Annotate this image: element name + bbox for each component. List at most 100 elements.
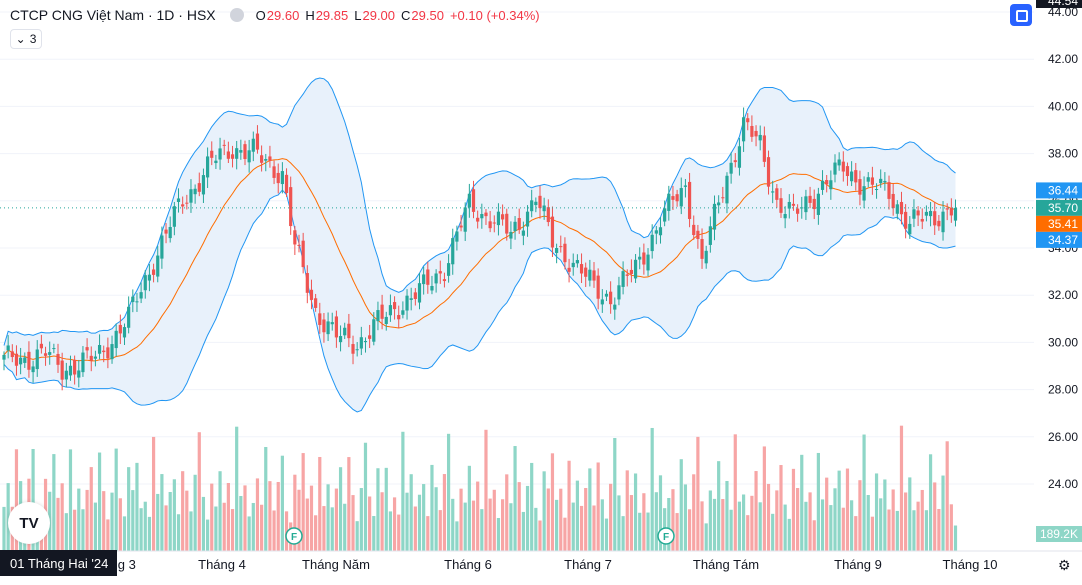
candle-body [874,189,879,190]
candle-body [866,177,870,182]
candle-body [501,214,505,220]
volume-bar [696,436,700,551]
close-value: 29.50 [411,7,444,23]
candle-body [372,319,376,342]
candle [737,137,742,176]
volume-bar [492,489,496,551]
candle-body [127,306,131,328]
candle-body [928,210,933,217]
hover-date-label: 01 Tháng Hai '24 [10,556,108,571]
tradingview-logo-icon[interactable]: TV [8,502,50,544]
candle [484,209,488,225]
candle [741,107,746,152]
candle-body [671,196,675,200]
candle [642,243,646,275]
volume-tag [1036,526,1082,542]
candle-body [729,162,733,174]
volume-bar [912,510,916,551]
candle [2,351,6,371]
candle-body [534,201,538,206]
candle [451,228,455,275]
volume-bar [413,506,417,551]
volume-bar [409,474,413,551]
volume-bar [592,505,596,551]
candle [509,221,513,250]
volume-bar [721,499,725,551]
high-key: H [305,7,315,23]
candle [160,226,164,269]
volume-bar [114,448,118,551]
candle [771,180,775,204]
candle [675,189,679,207]
volume-bar [446,433,451,551]
candle [937,215,941,231]
volume-bar [85,489,89,551]
candle-body [754,130,758,137]
volume-bar [783,504,787,551]
candle [858,170,862,206]
candle [64,362,68,388]
gear-icon[interactable]: ⚙ [1058,557,1071,573]
candle [413,288,417,306]
candle-body [675,194,679,202]
candle [496,203,501,236]
indicators-toggle-button[interactable]: ⌄ 3 [10,29,42,49]
candle [779,188,783,218]
candle [314,293,318,312]
fullscreen-icon[interactable] [1010,4,1032,26]
volume-bar [467,465,471,551]
volume-bar [633,473,638,551]
candle [658,217,663,244]
candle-body [322,319,326,333]
candle-body [812,198,816,210]
volume-bar [122,516,127,551]
candle-body [23,357,27,363]
volume-bar [866,495,870,551]
candle-body [239,150,243,153]
volume-bar [197,432,201,551]
candle-body [417,283,422,303]
volume-bar [459,488,463,551]
volume-bar [363,442,368,551]
candle [663,200,667,227]
volume-tag-label: 189.2K [1040,527,1078,541]
candle [717,195,721,214]
candle [854,162,858,191]
low-value: 29.00 [362,7,396,23]
candle-body [201,175,206,195]
candle-body [39,343,43,349]
candle [696,224,700,249]
candle [97,334,102,360]
volume-bar [260,504,264,551]
candle-body [160,235,164,259]
candle-body [862,186,866,201]
candle-body [779,198,783,213]
event-marker-label: F [291,532,297,543]
volume-bar [571,502,575,551]
candle [102,345,106,363]
candle [692,215,696,240]
candle-body [73,359,77,375]
candle-body [422,274,426,285]
top-edge-tag [1036,0,1082,8]
volume-bar [791,468,796,551]
event-marker: F [285,527,303,545]
candle [442,272,447,288]
candle [89,346,93,372]
candle [255,125,260,154]
candle-body [953,207,958,221]
volume-bar [729,509,733,551]
candle [837,152,841,171]
candle [14,345,19,376]
volume-bar [596,462,600,551]
volume-bar [230,509,235,551]
candle-body [476,217,480,222]
candle-body [193,188,197,195]
candle [916,206,920,227]
candle-body [31,366,35,373]
candle [808,186,812,209]
candle-body [692,224,696,236]
volume-bar [521,511,525,551]
